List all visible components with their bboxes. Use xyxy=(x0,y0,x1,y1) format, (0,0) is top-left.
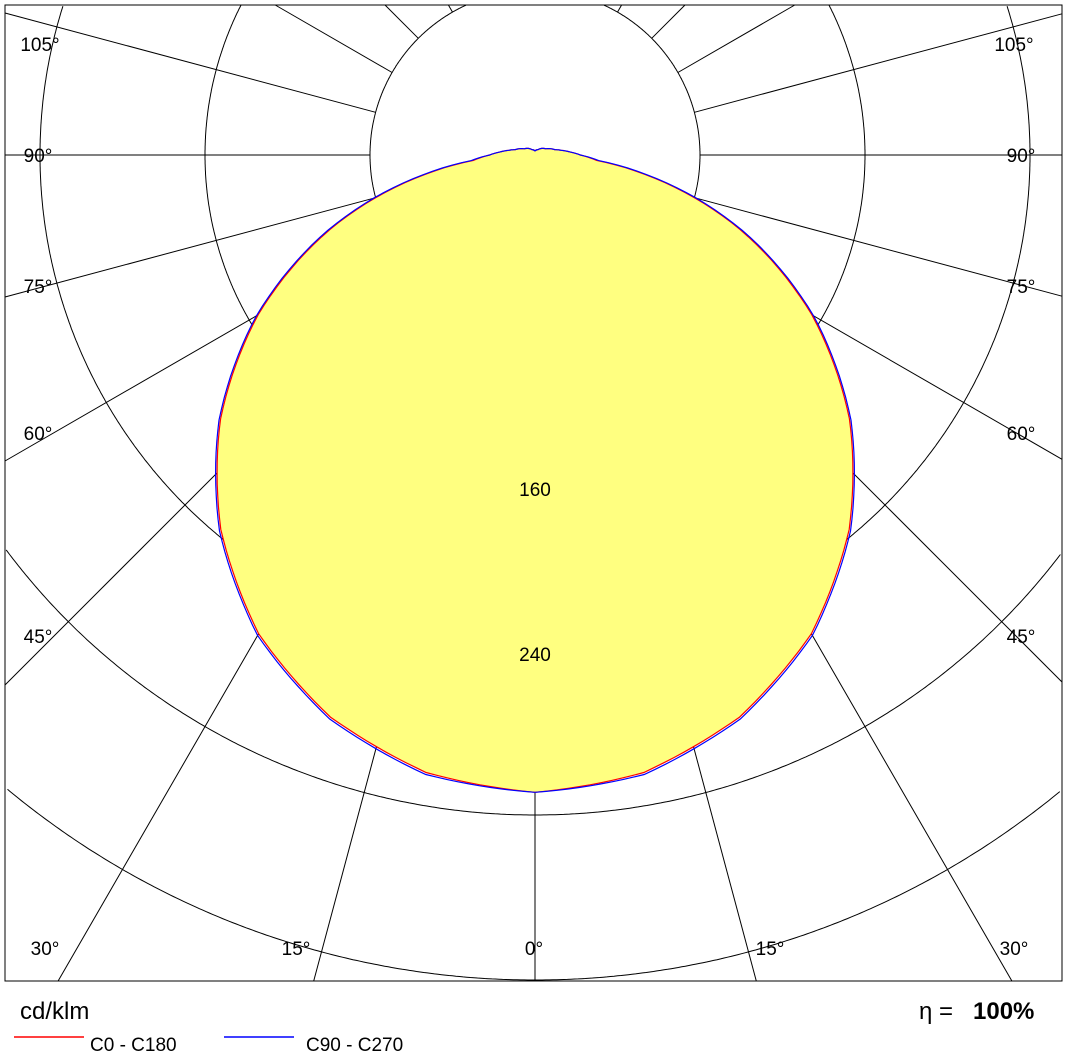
angle-label-45: 45° xyxy=(1007,627,1036,648)
plot-frame xyxy=(4,4,1063,982)
angle-label-60: 60° xyxy=(24,424,53,445)
radial-tick-label: 160 xyxy=(519,480,551,501)
radial-line-75 xyxy=(4,197,376,298)
series-line-c90-c270 xyxy=(214,147,856,793)
efficiency-value: 100% xyxy=(973,998,1034,1025)
radial-tick-label: 240 xyxy=(519,645,551,666)
radial-line-150 xyxy=(617,4,623,13)
grid-circle-400 xyxy=(7,788,1061,981)
efficiency-symbol: η = xyxy=(919,998,953,1025)
angle-label-0: 0° xyxy=(525,939,543,960)
radial-line-120 xyxy=(677,4,796,73)
angle-label-45: 45° xyxy=(24,627,53,648)
angle-label-60: 60° xyxy=(1007,424,1036,445)
angle-label-90: 90° xyxy=(1007,146,1036,167)
angle-label-15: 15° xyxy=(756,939,785,960)
legend-label-c90: C90 - C270 xyxy=(306,1035,403,1056)
unit-label: cd/klm xyxy=(20,998,89,1025)
radial-line-120 xyxy=(274,4,393,73)
radial-line-135 xyxy=(384,4,419,39)
radial-line-75 xyxy=(694,197,1063,297)
labels: 160 240 0° 15° 15° 30° 30° 45° 45° 60° 60° 75° 75° 90… xyxy=(20,35,1035,960)
angle-label-30: 30° xyxy=(31,939,60,960)
radial-line-105 xyxy=(694,13,1063,113)
angle-label-30: 30° xyxy=(1000,939,1029,960)
radial-line-105 xyxy=(4,12,376,113)
angle-label-75: 75° xyxy=(1007,277,1036,298)
angle-label-105: 105° xyxy=(20,35,59,56)
angle-label-75: 75° xyxy=(24,277,53,298)
angle-label-15: 15° xyxy=(282,939,311,960)
curves xyxy=(214,147,856,793)
intensity-fill xyxy=(217,148,853,793)
legend-label-c0: C0 - C180 xyxy=(90,1035,177,1056)
radial-line-135 xyxy=(651,4,686,39)
radial-line-150 xyxy=(447,4,453,13)
angle-label-105: 105° xyxy=(994,35,1033,56)
grid-circle-320 xyxy=(5,549,1061,816)
angle-label-90: 90° xyxy=(24,146,53,167)
